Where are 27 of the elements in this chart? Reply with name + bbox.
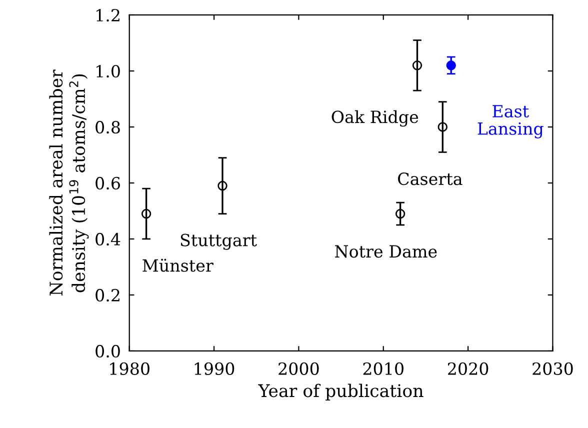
x-tick-label: 1980 [110,362,150,375]
x-tick-label: 2030 [532,362,573,375]
y-tick-label: 1.2 [96,8,120,22]
y-tick-label: 0.6 [96,176,120,190]
point [446,60,456,70]
y-tick-label: 0.4 [96,232,120,246]
annotation: Oak Ridge [332,110,418,127]
y-tick-label: 0.2 [96,288,120,302]
annotation: Notre Dame [335,245,437,258]
point [141,208,152,219]
annotation: Caserta [398,172,462,186]
x-tick-label: 2020 [448,362,488,375]
x-tick-label: 2010 [363,362,404,375]
point [438,122,448,132]
y-tick-label: 0.0 [96,344,120,358]
y-tick-label: 0.8 [96,120,120,134]
x-axis-title: Year of publication [258,384,424,401]
annotation: Münster [142,258,214,272]
y-tick-label: 1.0 [96,64,120,78]
annotation: East Lansing [478,105,544,138]
annotation: Stuttgart [180,234,257,250]
x-tick-label: 1990 [194,362,234,375]
point [395,208,406,219]
x-tick-label: 2000 [278,362,319,375]
point [412,60,422,70]
point [218,180,228,191]
y-axis-title: Normalized areal number density (10$^{19}$ atoms/cm$^{2}$) [49,70,89,296]
